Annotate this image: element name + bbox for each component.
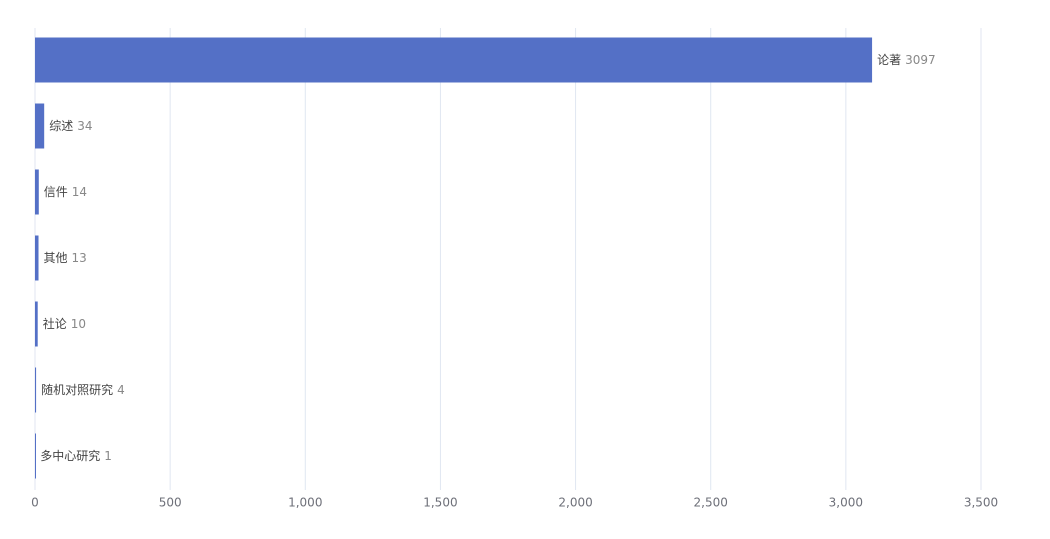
bar [35, 367, 37, 413]
x-tick-label: 1,500 [423, 496, 457, 510]
data-label: 随机对照研究 4 [41, 382, 125, 397]
data-label: 社论 10 [43, 316, 86, 331]
bar [35, 169, 39, 215]
value-label: 4 [117, 383, 125, 397]
category-label: 其他 [44, 251, 68, 265]
value-label: 1 [104, 449, 112, 463]
x-tick-label: 2,500 [694, 496, 728, 510]
x-tick-label: 500 [159, 496, 182, 510]
bar [35, 103, 45, 149]
x-tick-label: 2,000 [558, 496, 592, 510]
value-label: 3097 [905, 53, 936, 67]
category-label: 信件 [44, 185, 68, 199]
data-label: 其他 13 [44, 251, 87, 265]
category-label: 多中心研究 [40, 448, 100, 463]
data-label: 论著 3097 [877, 53, 936, 67]
data-label: 多中心研究 1 [40, 448, 112, 463]
value-label: 10 [71, 317, 86, 331]
category-label: 论著 [877, 53, 901, 67]
bar [35, 37, 873, 83]
category-label: 综述 [49, 119, 73, 133]
bar [35, 433, 36, 479]
x-tick-label: 3,000 [829, 496, 863, 510]
value-label: 13 [72, 251, 87, 265]
bar [35, 235, 39, 281]
data-label: 综述 34 [49, 119, 92, 133]
category-label: 社论 [43, 316, 67, 331]
value-label: 14 [72, 185, 87, 199]
data-label: 信件 14 [44, 185, 87, 199]
x-tick-label: 3,500 [964, 496, 998, 510]
category-label: 随机对照研究 [41, 382, 113, 397]
value-label: 34 [77, 119, 92, 133]
bar [35, 301, 38, 347]
x-tick-label: 0 [31, 496, 39, 510]
x-tick-label: 1,000 [288, 496, 322, 510]
